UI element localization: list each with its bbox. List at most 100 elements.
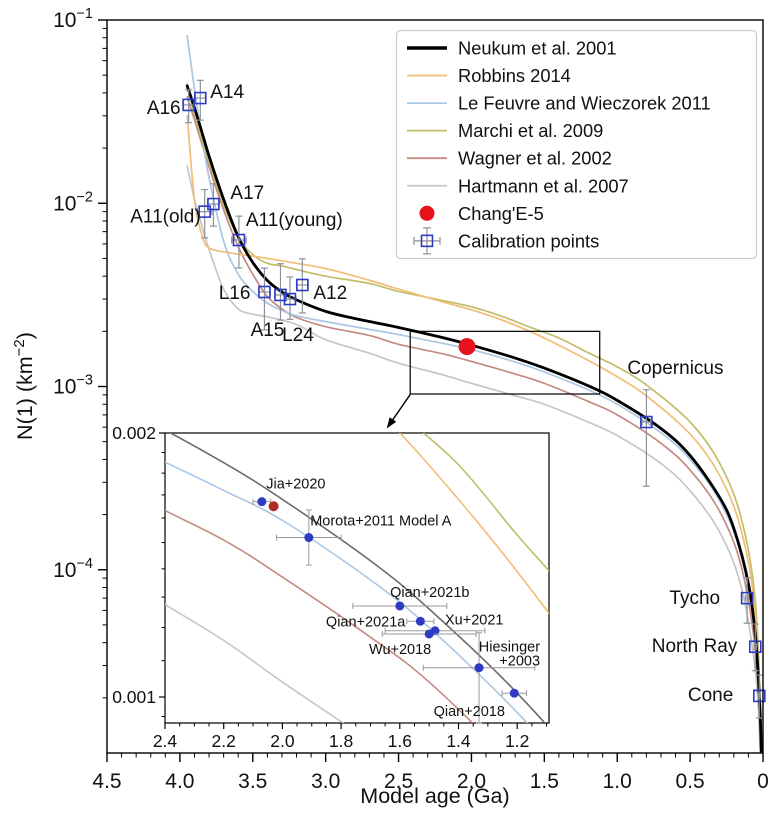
label-a11-young: A11(young) [246,210,343,231]
label-a15: A15 [251,320,285,341]
y-tick-label: 10−1 [53,6,93,32]
inset-label-jia-2020: Jia+2020 [266,477,325,493]
inset-marker-morota-2011-model-a [304,533,314,543]
inset-points: Jia+2020 Morota+2011 Model A Qian+2021b Qia… [252,477,540,724]
inset-label-morota-2011-model-a: Morota+2011 Model A [310,514,452,530]
inset-label-wu-2018: Wu+2018 [369,642,431,658]
inset-label-hiesinger: Hiesinger [479,640,540,656]
legend-label-marchi-et-al-2009: Marchi et al. 2009 [458,120,603,141]
label-l24: L24 [282,325,314,346]
legend-label-hartmann-et-al-2007: Hartmann et al. 2007 [458,175,629,196]
inset-marker-qian-2021b [395,601,405,611]
inset-x-tick-label: 1.6 [388,731,412,751]
label-a17: A17 [230,183,264,204]
curve-le-feuvre-and-wieczorek-2011 [186,34,762,751]
label-north-ray: North Ray [652,636,738,657]
inset-y-tick-label: 0.001 [112,687,156,707]
change5-point [458,338,476,356]
legend-label-le-feuvre-and-wieczorek-2011: Le Feuvre and Wieczorek 2011 [458,93,711,114]
legend: Neukum et al. 2001 Robbins 2014 Le Feuvre … [395,29,758,260]
calibration-marker-a15 [274,288,287,302]
x-tick-label: 4.5 [92,770,121,793]
y-tick-label: 10−2 [53,189,93,215]
x-tick-label: 0.5 [676,770,705,793]
inset-x-tick-label: 2.0 [270,731,295,751]
zoom-arrow-line [390,394,411,423]
y-tick-label: 10−3 [53,373,93,399]
curve-neukum-et-al-2001 [185,84,763,753]
label-copernicus: Copernicus [627,358,723,379]
label-a12: A12 [313,283,347,304]
calibration-marker-l24 [283,292,297,306]
inset-x-tick-label: 2.4 [153,731,178,751]
zoom-region-rect [409,330,601,395]
x-tick-label: 1.5 [530,770,559,793]
calibration-marker-tycho [740,591,754,605]
label-a14: A14 [210,82,244,103]
x-tick-label: 3.0 [311,770,340,793]
curve-robbins-2014 [186,114,763,753]
inset-marker-qian-2018 [509,688,519,698]
curve-hartmann-et-al-2007 [186,164,762,752]
legend-label-chang-e-5: Chang'E-5 [458,203,544,224]
legend-dot-chang-e-5 [419,205,435,221]
label-a16: A16 [147,98,181,119]
inset-x-tick-label: 2.2 [212,731,236,751]
inset-label-hiesinger-2: +2003 [499,654,540,670]
inset-marker-wu-2018 [424,629,434,639]
y-axis-title: N(1) (km−2) [11,332,37,440]
calibration-marker-cone [752,689,766,703]
calibration-marker-l16 [258,285,271,299]
legend-label-wagner-et-al-2002: Wagner et al. 2002 [458,148,612,169]
curve-wagner-et-al-2002 [186,96,762,750]
main-curves [185,34,763,753]
x-tick-label: 2.5 [384,770,413,793]
calibration-marker-north-ray [748,640,762,654]
change5-marker [458,338,476,356]
inset-x-tick-label: 1.4 [446,731,471,751]
label-l16: L16 [219,283,251,304]
legend-label-robbins-2014: Robbins 2014 [458,65,571,86]
inset-label-qian-2021b: Qian+2021b [390,585,469,601]
x-tick-label: 0 [757,770,769,793]
calibration-marker-a11-old [198,205,211,218]
inset-label-qian-2021a: Qian+2021a [326,614,406,630]
legend-box [395,29,758,260]
y-tick-label: 10−4 [53,556,93,582]
calibration-marker-a17 [207,197,220,211]
calibration-marker-a16 [182,98,195,112]
inset-x-tick-label: 1.2 [505,731,529,751]
x-axis-title: Model age (Ga) [360,784,509,808]
x-tick-label: 1.0 [603,770,632,793]
x-tick-label: 3.5 [238,770,267,793]
inset-marker-qian-2021a [415,616,425,626]
zoom-arrow-head [386,417,397,429]
x-tick-label: 2.0 [457,770,486,793]
legend-calib-square [420,234,434,248]
inset-x-tick-label: 1.8 [329,731,353,751]
inset-y-tick-label: 0.002 [112,423,156,443]
zoom-rectangle-and-arrow [386,330,601,429]
x-tick-label: 4.0 [165,770,194,793]
inset-label-qian-2018: Qian+2018 [434,704,505,720]
calibration-points [182,79,766,719]
inset-change5-marker [268,501,279,512]
inset-frame [164,432,550,724]
inset-label-xu-2021: Xu+2021 [445,613,503,629]
calibration-marker-a11-young [232,233,246,247]
curve-marchi-et-al-2009 [186,83,763,753]
inset-marker-jia-2020 [257,497,267,507]
calibration-marker-a14 [193,91,207,105]
legend-label-neukum-et-al-2001: Neukum et al. 2001 [458,38,617,59]
inset-marker-hiesinger [474,663,484,673]
calibration-marker-a12 [296,278,309,292]
